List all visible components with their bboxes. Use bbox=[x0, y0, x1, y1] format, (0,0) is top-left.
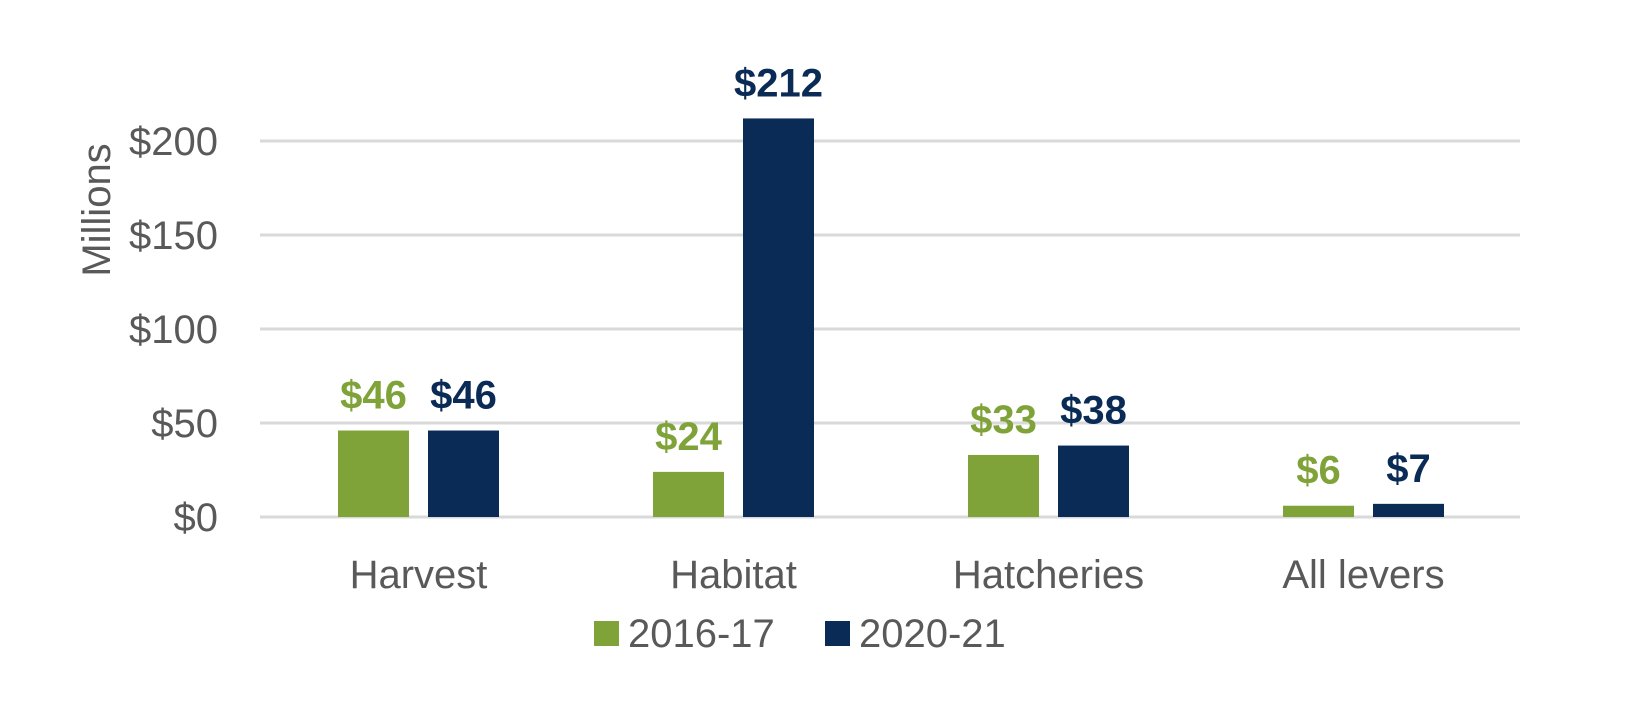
data-label: $38 bbox=[1060, 389, 1127, 433]
x-category-label: All levers bbox=[1282, 553, 1444, 597]
y-tick-label: $150 bbox=[129, 214, 218, 258]
y-axis-ticks: $0 $50 $100 $150 $200 bbox=[129, 120, 218, 540]
bar bbox=[653, 471, 724, 517]
data-labels: $46 $46 $24 $212 $33 $38 $6 $7 bbox=[340, 61, 1431, 492]
bar bbox=[1283, 505, 1354, 517]
legend: 2016-17 2020-21 bbox=[594, 612, 1006, 656]
bar bbox=[1373, 503, 1444, 517]
legend-label: 2020-21 bbox=[859, 612, 1006, 656]
legend-swatch bbox=[825, 621, 850, 646]
data-label: $46 bbox=[340, 374, 407, 418]
y-axis-title: Millions bbox=[75, 143, 119, 276]
data-label: $212 bbox=[734, 61, 823, 105]
data-label: $6 bbox=[1296, 449, 1341, 493]
legend-label: 2016-17 bbox=[628, 612, 775, 656]
x-category-label: Harvest bbox=[350, 553, 488, 597]
y-tick-label: $200 bbox=[129, 120, 218, 164]
y-tick-label: $0 bbox=[174, 496, 219, 540]
bar bbox=[968, 454, 1039, 517]
x-axis-categories: Harvest Habitat Hatcheries All levers bbox=[350, 553, 1445, 597]
bar bbox=[743, 118, 814, 517]
x-category-label: Hatcheries bbox=[953, 553, 1144, 597]
bar bbox=[338, 430, 409, 517]
bars bbox=[338, 118, 1444, 517]
y-tick-label: $100 bbox=[129, 308, 218, 352]
bar bbox=[1058, 445, 1129, 517]
data-label: $24 bbox=[655, 415, 722, 459]
data-label: $33 bbox=[970, 398, 1037, 442]
y-tick-label: $50 bbox=[151, 402, 218, 446]
legend-swatch bbox=[594, 621, 619, 646]
data-label: $7 bbox=[1386, 447, 1431, 491]
bar bbox=[428, 430, 499, 517]
x-category-label: Habitat bbox=[670, 553, 797, 597]
data-label: $46 bbox=[430, 374, 497, 418]
